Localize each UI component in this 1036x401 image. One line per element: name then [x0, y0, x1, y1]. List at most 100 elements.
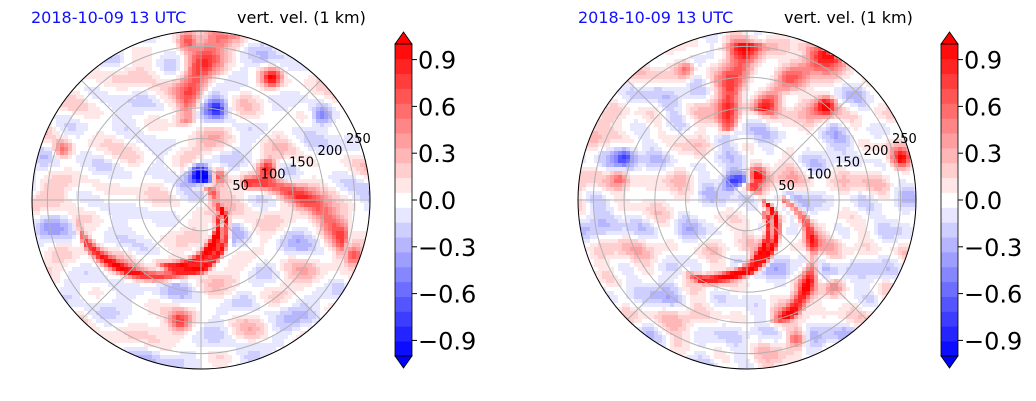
- field-cell: [224, 59, 228, 63]
- field-cell: [646, 331, 654, 335]
- field-cell: [128, 323, 148, 327]
- field-cell: [726, 295, 738, 299]
- field-cell: [722, 35, 726, 39]
- field-cell: [726, 107, 730, 111]
- field-cell: [858, 103, 866, 107]
- field-cell: [296, 299, 320, 303]
- field-cell: [842, 279, 846, 283]
- field-cell: [674, 59, 682, 63]
- field-cell: [44, 267, 52, 271]
- field-cell: [618, 307, 622, 311]
- field-cell: [842, 291, 846, 295]
- field-cell: [364, 203, 370, 207]
- field-cell: [702, 203, 726, 207]
- field-cell: [344, 223, 348, 227]
- field-cell: [770, 343, 786, 347]
- field-cell: [682, 331, 690, 335]
- field-cell: [192, 119, 196, 123]
- field-cell: [272, 291, 288, 295]
- field-cell: [176, 111, 180, 115]
- field-cell: [682, 235, 698, 239]
- field-cell: [754, 319, 766, 323]
- field-cell: [686, 327, 690, 331]
- field-cell: [682, 71, 686, 75]
- field-cell: [200, 103, 204, 107]
- field-cell: [690, 67, 694, 71]
- field-cell: [662, 339, 666, 343]
- field-cell: [220, 231, 224, 235]
- field-cell: [758, 239, 762, 243]
- field-cell: [802, 279, 806, 283]
- field-cell: [790, 195, 794, 199]
- field-cell: [196, 71, 200, 75]
- field-cell: [316, 287, 332, 291]
- field-cell: [276, 83, 280, 87]
- field-cell: [240, 179, 244, 183]
- field-cell: [184, 55, 188, 59]
- field-cell: [730, 95, 734, 99]
- field-cell: [594, 259, 610, 263]
- field-cell: [248, 183, 252, 187]
- field-cell: [658, 323, 662, 327]
- field-cell: [814, 123, 818, 127]
- field-cell: [276, 75, 280, 79]
- field-cell: [730, 123, 734, 127]
- field-cell: [702, 135, 710, 139]
- field-cell: [678, 235, 682, 239]
- field-cell: [810, 291, 814, 295]
- field-cell: [180, 279, 188, 283]
- field-cell: [52, 279, 60, 283]
- field-cell: [212, 215, 216, 219]
- field-cell: [606, 103, 610, 107]
- field-cell: [594, 247, 622, 251]
- field-cell: [730, 31, 742, 35]
- field-cell: [196, 207, 208, 211]
- field-cell: [758, 195, 766, 199]
- colorbar-segment: [941, 296, 958, 312]
- field-cell: [786, 271, 790, 275]
- field-cell: [622, 163, 626, 167]
- field-cell: [148, 311, 160, 315]
- field-cell: [834, 227, 850, 231]
- field-cell: [894, 151, 898, 155]
- field-cell: [838, 171, 850, 175]
- field-cell: [292, 183, 296, 187]
- field-cell: [698, 107, 714, 111]
- field-cell: [292, 127, 328, 131]
- field-cell: [184, 295, 192, 299]
- field-cell: [758, 339, 762, 343]
- field-cell: [598, 131, 618, 135]
- field-cell: [886, 147, 890, 151]
- field-cell: [814, 103, 818, 107]
- field-cell: [786, 51, 802, 55]
- field-cell: [248, 199, 256, 203]
- field-cell: [826, 183, 834, 187]
- field-cell: [316, 207, 320, 211]
- field-cell: [288, 203, 292, 207]
- field-cell: [204, 323, 224, 327]
- field-cell: [774, 243, 778, 247]
- field-cell: [670, 215, 674, 219]
- field-cell: [778, 47, 790, 51]
- field-cell: [602, 171, 610, 175]
- field-cell: [762, 175, 766, 179]
- field-cell: [212, 87, 240, 91]
- field-cell: [336, 247, 340, 251]
- field-cell: [228, 59, 232, 63]
- field-cell: [80, 239, 84, 243]
- field-cell: [814, 51, 818, 55]
- field-cell: [646, 111, 654, 115]
- field-cell: [264, 151, 280, 155]
- field-cell: [284, 183, 292, 187]
- field-cell: [208, 83, 212, 87]
- field-cell: [112, 287, 160, 291]
- field-cell: [216, 47, 220, 51]
- field-cell: [750, 51, 754, 55]
- field-cell: [76, 219, 80, 223]
- field-cell: [364, 175, 368, 179]
- field-cell: [858, 143, 886, 147]
- field-cell: [714, 355, 730, 359]
- field-cell: [72, 255, 80, 259]
- field-cell: [288, 239, 296, 243]
- field-cell: [296, 239, 300, 243]
